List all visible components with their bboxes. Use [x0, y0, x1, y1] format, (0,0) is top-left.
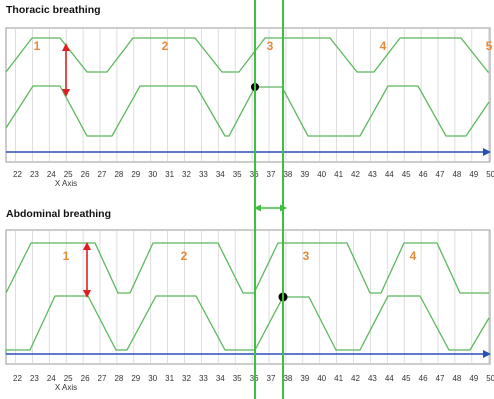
- x-tick-label: 39: [300, 170, 309, 179]
- x-tick-label: 45: [402, 374, 411, 383]
- abdominal-phase-label: 3: [303, 249, 310, 263]
- x-tick-label: 26: [81, 374, 90, 383]
- x-tick-label: 41: [334, 374, 343, 383]
- x-tick-label: 32: [182, 374, 191, 383]
- thoracic-phase-label: 5: [486, 39, 493, 53]
- x-tick-label: 50: [486, 374, 494, 383]
- abdominal-amplitude-arrowhead-up: [83, 242, 91, 250]
- x-tick-label: 22: [13, 374, 22, 383]
- x-tick-label: 27: [98, 374, 107, 383]
- x-tick-label: 46: [419, 374, 428, 383]
- x-tick-label: 24: [47, 170, 56, 179]
- x-tick-label: 43: [368, 170, 377, 179]
- x-tick-label: 48: [452, 170, 461, 179]
- x-tick-label: 29: [131, 170, 140, 179]
- abdominal-x-axis-label: X Axis: [55, 383, 77, 392]
- x-tick-label: 38: [283, 374, 292, 383]
- x-tick-label: 50: [486, 170, 494, 179]
- thoracic-baseline-arrowhead: [483, 148, 491, 156]
- abdominal-plot-frame: [5, 229, 491, 365]
- abdominal-amplitude-arrowhead-down: [83, 290, 91, 298]
- abdominal-x-tick-labels: 2223242526272829303132333435363738394041…: [13, 374, 494, 383]
- x-tick-label: 40: [317, 374, 326, 383]
- x-tick-label: 37: [267, 374, 276, 383]
- thoracic-title: Thoracic breathing: [6, 4, 101, 16]
- abdominal-title: Abdominal breathing: [6, 208, 111, 220]
- thoracic-grid: [15, 29, 490, 161]
- abdominal-grid: [15, 231, 490, 363]
- x-tick-label: 49: [469, 170, 478, 179]
- thoracic-amplitude-arrowhead-down: [62, 89, 70, 97]
- x-tick-label: 47: [436, 170, 445, 179]
- thoracic-amplitude-arrowhead-up: [62, 43, 70, 51]
- abdominal-phase-label: 1: [63, 249, 70, 263]
- x-tick-label: 30: [148, 170, 157, 179]
- x-tick-label: 49: [469, 374, 478, 383]
- x-tick-label: 23: [30, 374, 39, 383]
- x-tick-label: 31: [165, 170, 174, 179]
- thoracic-upper-trace: [5, 37, 489, 73]
- interval-arrowhead-left: [254, 204, 261, 212]
- x-tick-label: 42: [351, 374, 360, 383]
- x-tick-label: 43: [368, 374, 377, 383]
- x-tick-label: 25: [64, 170, 73, 179]
- x-tick-label: 23: [30, 170, 39, 179]
- abdominal-phase-label: 4: [410, 249, 417, 263]
- x-tick-label: 31: [165, 374, 174, 383]
- abdominal-phase-label: 2: [181, 249, 188, 263]
- x-tick-label: 48: [452, 374, 461, 383]
- abdominal-baseline-arrowhead: [483, 350, 491, 358]
- x-tick-label: 29: [131, 374, 140, 383]
- x-tick-label: 24: [47, 374, 56, 383]
- x-tick-label: 45: [402, 170, 411, 179]
- x-tick-label: 40: [317, 170, 326, 179]
- x-tick-label: 33: [199, 170, 208, 179]
- x-tick-label: 33: [199, 374, 208, 383]
- x-tick-label: 28: [114, 374, 123, 383]
- x-tick-label: 34: [216, 374, 225, 383]
- x-tick-label: 46: [419, 170, 428, 179]
- x-tick-label: 42: [351, 170, 360, 179]
- thoracic-phase-label: 3: [267, 39, 274, 53]
- x-tick-label: 37: [267, 170, 276, 179]
- thoracic-x-axis-label: X Axis: [55, 179, 77, 188]
- thoracic-x-tick-labels: 2223242526272829303132333435363738394041…: [13, 170, 494, 179]
- x-tick-label: 27: [98, 170, 107, 179]
- abdominal-lower-trace: [5, 295, 490, 354]
- x-tick-label: 39: [300, 374, 309, 383]
- x-tick-label: 47: [436, 374, 445, 383]
- x-tick-label: 35: [233, 374, 242, 383]
- thoracic-phase-label: 2: [162, 39, 169, 53]
- x-tick-label: 30: [148, 374, 157, 383]
- x-tick-label: 22: [13, 170, 22, 179]
- thoracic-lower-trace: [5, 85, 490, 137]
- x-tick-label: 28: [114, 170, 123, 179]
- x-tick-label: 32: [182, 170, 191, 179]
- thoracic-plot-frame: [5, 27, 491, 163]
- x-tick-label: 41: [334, 170, 343, 179]
- x-tick-label: 35: [233, 170, 242, 179]
- thoracic-phase-label: 4: [380, 39, 387, 53]
- x-tick-label: 44: [385, 170, 394, 179]
- x-tick-label: 34: [216, 170, 225, 179]
- x-tick-label: 38: [283, 170, 292, 179]
- x-tick-label: 25: [64, 374, 73, 383]
- x-tick-label: 26: [81, 170, 90, 179]
- thoracic-phase-label: 1: [34, 39, 41, 53]
- x-tick-label: 44: [385, 374, 394, 383]
